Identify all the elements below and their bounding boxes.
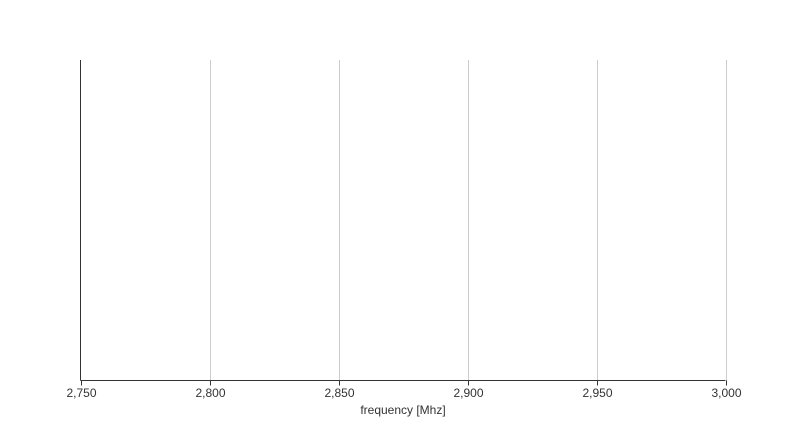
x-tick-labels: 2,750 2,800 2,850 2,900 2,950 3,000 xyxy=(66,380,742,400)
x-tick-label: 2,750 xyxy=(66,386,96,400)
x-axis-title: frequency [Mhz] xyxy=(360,403,445,417)
x-tick-label: 3,000 xyxy=(711,386,741,400)
x-tick-label: 2,950 xyxy=(582,386,612,400)
grid-layer xyxy=(210,60,727,381)
x-tick-label: 2,850 xyxy=(324,386,354,400)
x-tick-label: 2,800 xyxy=(195,386,225,400)
x-tick-label: 2,900 xyxy=(453,386,483,400)
